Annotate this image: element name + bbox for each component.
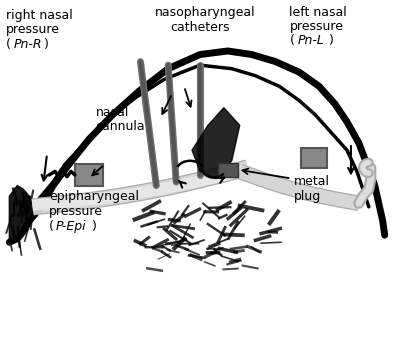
Text: ): ) <box>329 34 334 47</box>
Text: Pn-R: Pn-R <box>13 38 42 51</box>
Text: left nasal: left nasal <box>289 6 347 19</box>
Text: ): ) <box>44 38 49 51</box>
Text: cannula: cannula <box>96 120 145 134</box>
Text: nasopharyngeal: nasopharyngeal <box>155 6 256 19</box>
Text: plug: plug <box>294 190 322 203</box>
Text: metal: metal <box>294 175 330 188</box>
FancyBboxPatch shape <box>218 162 238 177</box>
Text: right nasal: right nasal <box>6 9 73 22</box>
Polygon shape <box>33 165 249 210</box>
Text: P-Epi: P-Epi <box>56 220 87 233</box>
Text: epipharyngeal: epipharyngeal <box>49 190 139 203</box>
Polygon shape <box>237 165 360 210</box>
Polygon shape <box>192 108 240 178</box>
Text: (: ( <box>49 220 54 233</box>
Text: pressure: pressure <box>289 20 343 33</box>
Polygon shape <box>9 186 35 242</box>
Text: (: ( <box>6 38 11 51</box>
Text: pressure: pressure <box>6 23 60 36</box>
Text: (: ( <box>289 34 294 47</box>
FancyBboxPatch shape <box>301 149 327 168</box>
Text: ): ) <box>92 220 97 233</box>
FancyBboxPatch shape <box>75 164 103 186</box>
Polygon shape <box>32 160 250 215</box>
Text: nasal: nasal <box>96 106 129 119</box>
Text: catheters: catheters <box>170 21 230 34</box>
Text: Pn-L: Pn-L <box>297 34 324 47</box>
Text: pressure: pressure <box>49 205 103 218</box>
